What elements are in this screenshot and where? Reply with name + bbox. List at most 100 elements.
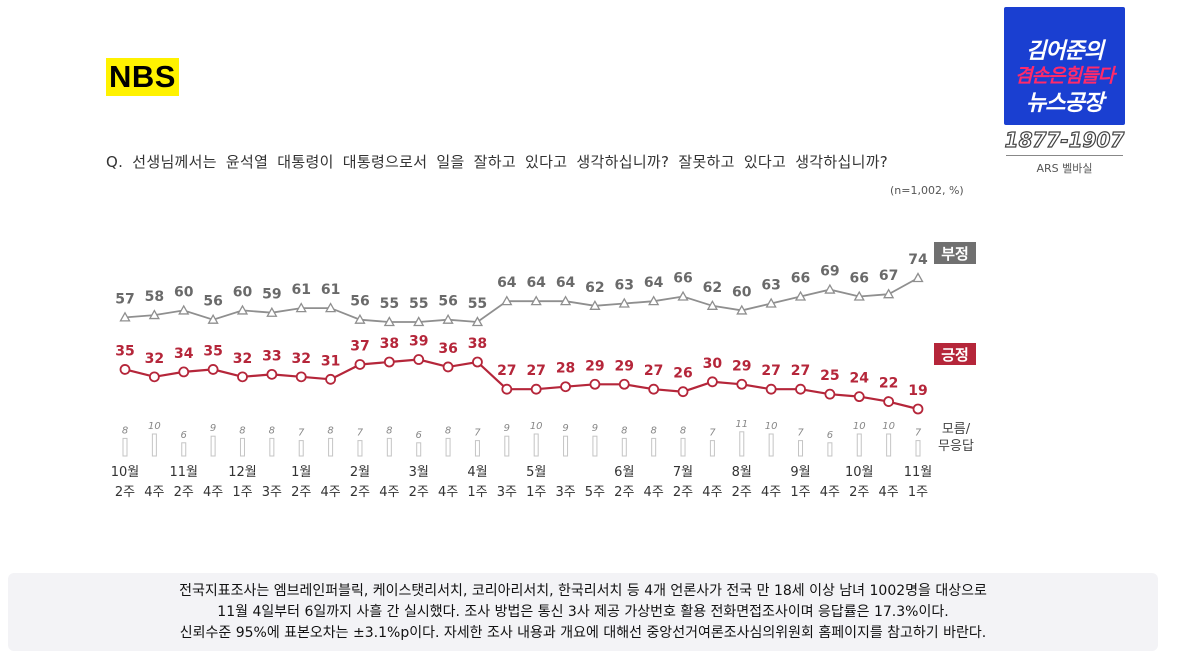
x-tick-week: 4주 [320,485,340,500]
x-tick-month: 8월 [732,465,752,480]
positive-point [853,391,865,403]
negative-point [883,288,895,299]
positive-point [883,396,895,407]
positive-point [383,356,395,368]
unknown-bar [239,437,245,457]
legend-unknown-label-2: 무응답 [938,439,974,454]
unknown-bar [739,431,745,457]
unknown-bar [563,435,569,457]
legend-negative-label: 부정 [941,245,969,263]
x-tick-month: 2월 [350,465,370,480]
unknown-bar [386,437,392,457]
unknown-value-label: 10 [853,421,866,432]
positive-point [295,371,307,383]
unknown-value-label: 8 [386,425,392,436]
positive-value-label: 37 [350,338,369,354]
x-tick-month: 12월 [228,465,257,480]
positive-point [325,373,336,385]
negative-value-label: 60 [732,284,752,300]
negative-value-label: 62 [585,280,604,296]
positive-point [736,378,748,390]
unknown-bar [886,433,892,457]
negative-value-label: 56 [350,294,369,310]
negative-point [442,313,454,324]
x-tick-week: 3주 [262,485,282,500]
x-tick-week: 2주 [732,485,752,500]
x-tick-week: 4주 [438,485,458,500]
positive-value-label: 38 [468,336,487,352]
negative-point [589,299,601,310]
survey-question: Q. 선생님께서는 윤석열 대통령이 대통령으로서 일을 잘하고 있다고 생각하… [106,153,889,171]
negative-value-label: 56 [203,294,222,310]
unknown-value-label: 8 [239,425,245,436]
unknown-bar [445,437,451,457]
negative-point [471,316,484,327]
unknown-bar [533,433,539,457]
positive-value-label: 19 [908,383,927,399]
negative-point [413,316,425,327]
unknown-value-label: 6 [416,430,422,441]
positive-value-label: 26 [673,366,692,382]
footer-line-1: 전국지표조사는 엠브레인퍼블릭, 케이스탯리서치, 코리아리서치, 한국리서치 … [179,583,987,599]
negative-value-label: 59 [262,287,281,303]
unknown-bar [357,440,363,457]
positive-value-label: 33 [262,348,281,364]
negative-point [912,272,924,283]
positive-point [207,364,219,375]
x-tick-month: 3월 [409,465,429,480]
x-tick-week: 1주 [790,485,810,500]
unknown-value-label: 7 [474,428,481,439]
negative-point [119,311,131,322]
negative-value-label: 64 [556,275,576,291]
footer-line-3: 신뢰수준 95%에 표본오차는 ±3.1%p이다. 자세한 조사 내용과 개요에… [179,625,987,641]
unknown-bar [122,437,128,457]
nbs-logo: NBS [106,58,179,96]
sample-note: (n=1,002, %) [890,184,964,197]
positive-point [824,388,836,400]
unknown-value-label: 6 [827,430,833,441]
negative-value-label: 64 [644,275,664,291]
positive-point [765,383,777,395]
negative-value-label: 61 [291,282,310,298]
x-tick-week: 4주 [702,485,722,500]
positive-point [442,361,454,373]
positive-point [472,356,483,368]
negative-point [178,304,190,315]
negative-point [736,304,748,315]
unknown-value-label: 7 [357,428,364,439]
positive-value-label: 29 [615,358,634,374]
positive-point [530,383,542,395]
positive-value-label: 36 [438,341,457,357]
positive-value-label: 27 [497,363,516,379]
unknown-value-label: 8 [650,425,656,436]
negative-value-label: 69 [820,264,839,280]
unknown-value-label: 7 [915,428,922,439]
x-tick-month: 11월 [169,465,198,480]
positive-point [178,366,190,378]
x-tick-month: 7월 [673,465,693,480]
unknown-value-label: 8 [621,425,627,436]
negative-point [765,297,777,308]
show-logo-line2: 겸손은힘들다 [1015,65,1115,87]
unknown-bar [651,437,657,457]
unknown-value-label: 7 [797,428,804,439]
x-tick-week: 4주 [644,485,664,500]
unknown-value-label: 8 [327,425,333,436]
negative-value-label: 63 [761,277,780,293]
positive-value-label: 24 [850,371,870,387]
positive-point [589,378,601,390]
negative-value-label: 66 [673,271,692,287]
unknown-value-label: 8 [445,425,451,436]
unknown-bar [798,440,804,457]
unknown-value-label: 10 [530,421,543,432]
positive-point [148,371,160,383]
positive-point [618,378,630,390]
legend-unknown-label-1: 모름/ [942,422,971,437]
unknown-bar [856,433,862,457]
x-tick-month: 10월 [111,465,140,480]
x-tick-week: 2주 [409,485,429,500]
positive-point [266,368,278,380]
negative-point [677,290,689,301]
negative-point [501,295,513,306]
x-tick-week: 2주 [350,485,370,500]
